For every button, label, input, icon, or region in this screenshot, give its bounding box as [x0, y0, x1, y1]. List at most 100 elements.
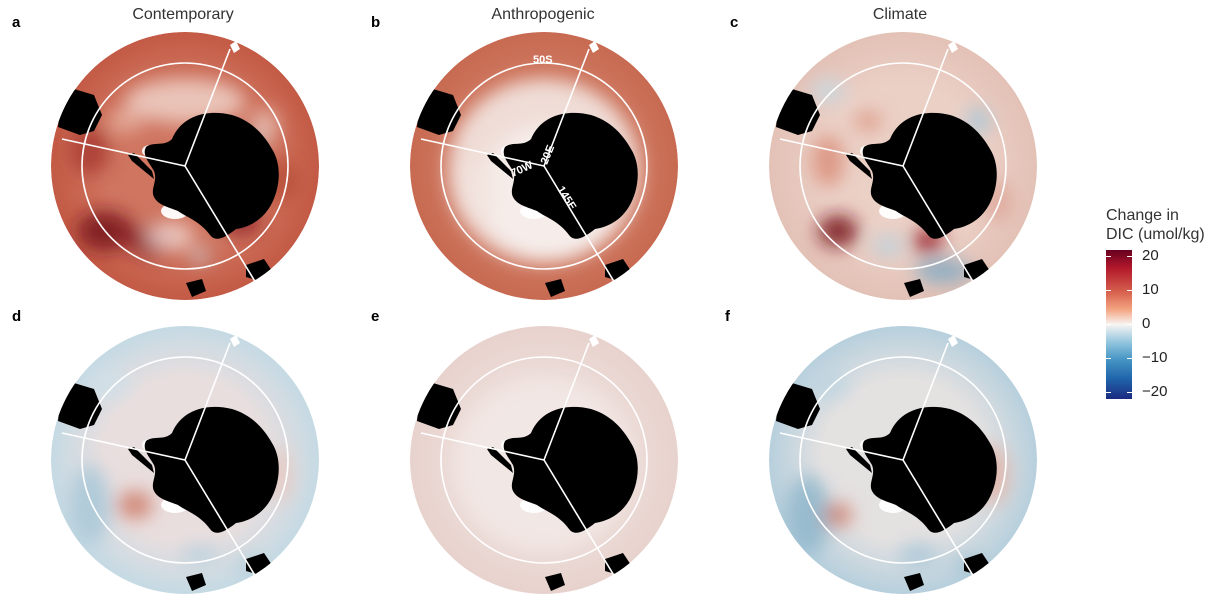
- dic-anomaly-patch: [117, 491, 153, 519]
- meridian-20e-line: [902, 48, 949, 167]
- legend-title: Change in DIC (umol/kg): [1106, 206, 1220, 244]
- map-panel-d: [50, 325, 320, 595]
- map-f: [769, 326, 1037, 594]
- latitude-50s-circle: [440, 356, 648, 564]
- legend-tick-mark: [1106, 256, 1111, 257]
- latitude-50s-circle: [81, 62, 289, 270]
- panel-letter-a: a: [12, 14, 21, 31]
- legend-title-line1: Change in: [1106, 207, 1179, 224]
- map-panel-a: [50, 31, 320, 301]
- latitude-50s-circle: [81, 356, 289, 564]
- ocean-field: [51, 32, 319, 300]
- dic-anomaly-patch: [459, 161, 499, 221]
- antarctic-peninsula: [846, 447, 872, 473]
- tasmania-island: [186, 573, 206, 591]
- panel-letter-c: c: [730, 14, 739, 31]
- legend-tick-label-0: 0: [1142, 315, 1151, 332]
- panel-letter-f: f: [725, 308, 730, 325]
- panel-letter-d: d: [12, 308, 22, 325]
- small-island: [589, 335, 599, 347]
- antarctic-peninsula: [487, 153, 513, 179]
- dic-anomaly-patch: [854, 111, 882, 131]
- meridian-145e-line: [902, 165, 981, 294]
- dic-anomaly-patch: [915, 259, 971, 283]
- tasmania-island: [545, 279, 565, 297]
- graticule: [61, 342, 289, 588]
- tasmania-island: [545, 573, 565, 591]
- legend-tick-mark: [1106, 290, 1111, 291]
- small-island: [948, 41, 958, 53]
- dic-anomaly-patch: [190, 249, 210, 263]
- dic-anomaly-patch: [810, 79, 846, 103]
- meridian-70w-line: [420, 138, 545, 167]
- antarctica-landmass: [144, 112, 279, 239]
- legend-tick-label-10: 10: [1142, 281, 1159, 298]
- dic-anomaly-patch: [107, 109, 143, 133]
- legend-tick-mark: [1127, 324, 1132, 325]
- legend-tick-mark: [1106, 392, 1111, 393]
- legend-tick-label-neg20: −20: [1142, 383, 1168, 400]
- panel-letter-b: b: [371, 14, 381, 31]
- meridian-20e-line: [543, 48, 590, 167]
- meridian-20e-line: [543, 342, 590, 461]
- dic-anomaly-patch: [70, 465, 110, 545]
- meridian-70w-line: [61, 138, 186, 167]
- map-panel-f: [768, 325, 1038, 595]
- meridian-145e-line: [543, 165, 622, 294]
- map-panel-b: 50S 70W 20E 145E: [409, 31, 679, 301]
- antarctica-landmass: [503, 406, 638, 533]
- meridian-70w-line: [61, 432, 186, 461]
- graticule: [779, 48, 1007, 294]
- dic-anomaly-patch: [146, 222, 194, 250]
- meridian-145e-line: [543, 459, 622, 588]
- legend-tick-mark: [1106, 324, 1111, 325]
- map-e: [410, 326, 678, 594]
- legend-tick-mark: [1106, 358, 1111, 359]
- dic-anomaly-patch: [786, 475, 830, 555]
- antarctica-landmass: [862, 112, 997, 239]
- tasmania-island: [186, 279, 206, 297]
- meridian-20e-line: [184, 48, 231, 167]
- dic-anomaly-patch: [872, 236, 904, 256]
- small-island: [948, 335, 958, 347]
- latitude-50s-circle: [440, 62, 648, 270]
- dic-anomaly-patch: [818, 215, 858, 247]
- antarctic-peninsula: [846, 153, 872, 179]
- meridian-70w-line: [779, 138, 904, 167]
- legend-tick-mark: [1127, 358, 1132, 359]
- latitude-50s-circle: [799, 62, 1007, 270]
- antarctic-peninsula: [487, 447, 513, 473]
- legend-tick-mark: [1127, 392, 1132, 393]
- small-island: [230, 41, 240, 53]
- map-panel-e: [409, 325, 679, 595]
- map-c: [769, 32, 1037, 300]
- panel-letter-e: e: [371, 308, 380, 325]
- map-panel-c: [768, 31, 1038, 301]
- legend-tick-mark: [1127, 290, 1132, 291]
- dic-anomaly-patch: [806, 371, 850, 399]
- meridian-145e-line: [184, 459, 263, 588]
- antarctic-peninsula: [128, 447, 154, 473]
- map-a: [51, 32, 319, 300]
- small-island: [230, 335, 240, 347]
- map-d: [51, 326, 319, 594]
- latitude-50s-circle: [799, 356, 1007, 564]
- dic-anomaly-patch: [812, 135, 844, 187]
- legend-tick-label-neg10: −10: [1142, 349, 1168, 366]
- meridian-20e-line: [184, 342, 231, 461]
- dic-anomaly-patch: [88, 371, 132, 399]
- antarctica-landmass: [144, 406, 279, 533]
- meridian-70w-line: [420, 432, 545, 461]
- meridian-145e-line: [184, 165, 263, 294]
- antarctic-peninsula: [128, 153, 154, 179]
- graticule: [420, 342, 648, 588]
- dic-anomaly-patch: [70, 127, 110, 175]
- column-title-anthropogenic: Anthropogenic: [491, 6, 595, 23]
- legend-tick-mark: [1127, 256, 1132, 257]
- dic-anomaly-patches: [70, 371, 292, 575]
- small-island: [589, 41, 599, 53]
- meridian-70w-line: [779, 432, 904, 461]
- graticule: [420, 48, 648, 294]
- legend-title-line2: DIC (umol/kg): [1106, 226, 1205, 243]
